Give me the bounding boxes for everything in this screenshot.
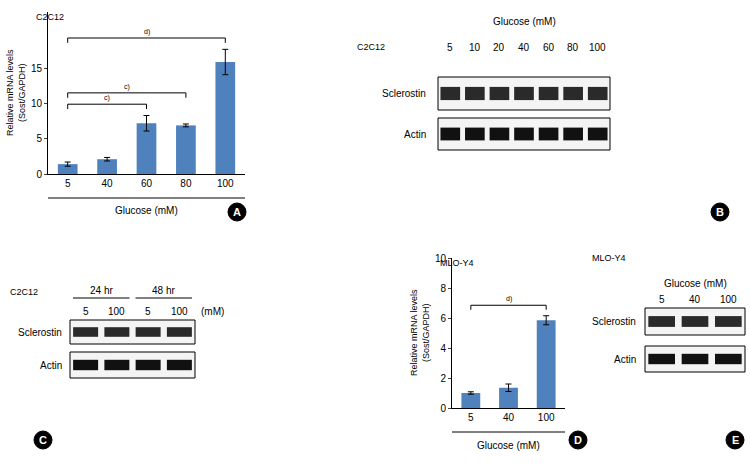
svg-text:15: 15 [31, 63, 43, 74]
svg-text:100: 100 [538, 412, 555, 423]
svg-text:10: 10 [469, 42, 481, 53]
svg-text:MLO-Y4: MLO-Y4 [592, 253, 626, 263]
svg-text:40: 40 [102, 178, 114, 189]
svg-text:Sclerostin: Sclerostin [592, 316, 636, 327]
svg-text:100: 100 [589, 42, 606, 53]
svg-text:5: 5 [65, 178, 71, 189]
svg-text:5: 5 [447, 42, 453, 53]
svg-text:0: 0 [36, 169, 42, 180]
svg-text:Glucose (mM): Glucose (mM) [115, 205, 178, 216]
svg-text:Glucose (mM): Glucose (mM) [493, 16, 556, 27]
svg-text:20: 20 [493, 42, 505, 53]
svg-text:Actin: Actin [614, 354, 636, 365]
svg-text:5: 5 [83, 306, 89, 317]
svg-text:C2C12: C2C12 [36, 12, 64, 22]
svg-text:D: D [574, 434, 582, 446]
svg-text:80: 80 [180, 178, 192, 189]
svg-text:C2C12: C2C12 [357, 42, 385, 52]
svg-text:Sclerostin: Sclerostin [382, 88, 426, 99]
svg-text:40: 40 [518, 42, 530, 53]
svg-text:4: 4 [440, 343, 446, 354]
svg-text:10: 10 [31, 98, 43, 109]
svg-text:Glucose (mM): Glucose (mM) [477, 440, 540, 451]
svg-text:Glucose (mM): Glucose (mM) [664, 278, 727, 289]
svg-text:c): c) [104, 94, 110, 102]
svg-text:100: 100 [108, 306, 125, 317]
svg-text:d): d) [144, 28, 150, 36]
svg-text:8: 8 [440, 283, 446, 294]
svg-text:100: 100 [720, 294, 737, 305]
svg-text:6: 6 [440, 313, 446, 324]
svg-text:Relative mRNA levels(Sost/GAPD: Relative mRNA levels(Sost/GAPDH) [5, 49, 27, 136]
svg-text:100: 100 [171, 306, 188, 317]
svg-text:B: B [716, 206, 724, 218]
svg-text:24 hr: 24 hr [90, 285, 113, 296]
svg-text:MLO-Y4: MLO-Y4 [440, 258, 474, 268]
svg-text:Actin: Actin [404, 129, 426, 140]
svg-text:5: 5 [659, 294, 665, 305]
svg-text:Relative mRNA levels(Sost/GAPD: Relative mRNA levels(Sost/GAPDH) [409, 289, 431, 376]
svg-text:5: 5 [36, 133, 42, 144]
svg-text:E: E [732, 434, 739, 446]
svg-text:2: 2 [440, 373, 446, 384]
svg-text:Actin: Actin [40, 360, 62, 371]
svg-text:80: 80 [567, 42, 579, 53]
svg-text:60: 60 [543, 42, 555, 53]
svg-text:d): d) [506, 295, 512, 303]
svg-text:100: 100 [217, 178, 234, 189]
svg-text:c): c) [124, 83, 130, 91]
svg-text:0: 0 [440, 403, 446, 414]
svg-text:Sclerostin: Sclerostin [18, 327, 62, 338]
svg-text:40: 40 [503, 412, 515, 423]
svg-text:40: 40 [689, 294, 701, 305]
svg-text:(mM): (mM) [201, 306, 224, 317]
svg-text:5: 5 [468, 412, 474, 423]
svg-text:60: 60 [141, 178, 153, 189]
svg-text:10: 10 [435, 253, 447, 264]
svg-text:C2C12: C2C12 [10, 287, 38, 297]
svg-text:5: 5 [145, 306, 151, 317]
svg-text:A: A [233, 206, 241, 218]
svg-text:C: C [39, 434, 47, 446]
svg-text:48 hr: 48 hr [152, 285, 175, 296]
